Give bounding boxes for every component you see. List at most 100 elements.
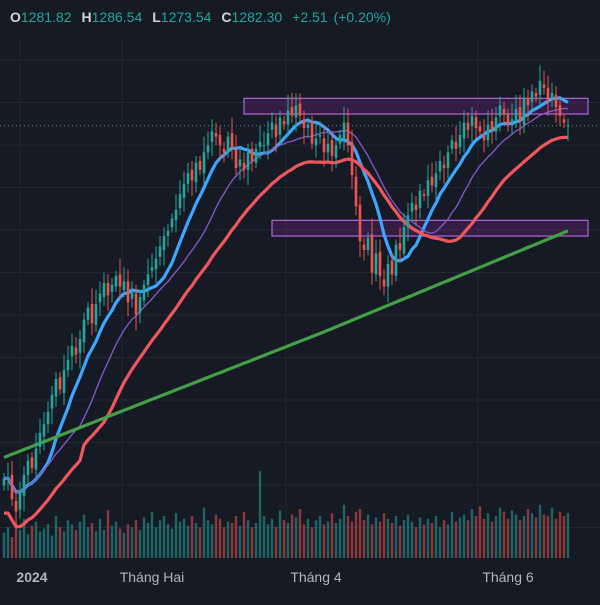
candle[interactable] xyxy=(538,65,542,108)
candle[interactable] xyxy=(338,129,342,149)
candle[interactable] xyxy=(158,236,162,266)
candle[interactable] xyxy=(182,171,186,212)
candle[interactable] xyxy=(558,98,562,127)
candle[interactable] xyxy=(86,302,90,325)
candle[interactable] xyxy=(378,239,382,291)
candle[interactable] xyxy=(234,134,238,176)
candle[interactable] xyxy=(154,246,158,284)
candle[interactable] xyxy=(142,279,146,306)
candle[interactable] xyxy=(118,258,122,299)
candle[interactable] xyxy=(382,269,386,296)
candle[interactable] xyxy=(318,121,322,144)
candle[interactable] xyxy=(114,270,118,292)
candle[interactable] xyxy=(354,166,358,216)
candle[interactable] xyxy=(26,453,30,486)
candle[interactable] xyxy=(438,150,442,181)
candle[interactable] xyxy=(474,110,478,139)
candle[interactable] xyxy=(206,131,210,160)
candle[interactable] xyxy=(334,138,338,169)
candle[interactable] xyxy=(166,223,170,247)
candle[interactable] xyxy=(110,277,114,303)
candle[interactable] xyxy=(238,147,242,181)
candle[interactable] xyxy=(534,87,538,102)
candle[interactable] xyxy=(246,143,250,186)
candle[interactable] xyxy=(370,218,374,285)
candle[interactable] xyxy=(214,122,218,146)
candle[interactable] xyxy=(134,284,138,331)
candle[interactable] xyxy=(510,103,514,135)
candle[interactable] xyxy=(202,136,206,186)
candle[interactable] xyxy=(98,281,102,317)
candle[interactable] xyxy=(482,119,486,153)
candle[interactable] xyxy=(146,258,150,298)
candle[interactable] xyxy=(278,110,282,146)
candle[interactable] xyxy=(326,133,330,162)
candle[interactable] xyxy=(218,126,222,162)
candle[interactable] xyxy=(406,202,410,242)
candle[interactable] xyxy=(306,117,310,139)
candle[interactable] xyxy=(254,143,258,169)
candle[interactable] xyxy=(526,89,530,121)
candle[interactable] xyxy=(74,337,78,364)
candle[interactable] xyxy=(418,183,422,219)
candle[interactable] xyxy=(402,213,406,261)
candle[interactable] xyxy=(310,115,314,149)
candle[interactable] xyxy=(162,227,166,266)
candle[interactable] xyxy=(94,290,98,332)
candle[interactable] xyxy=(274,115,278,153)
candle[interactable] xyxy=(250,141,254,172)
candle[interactable] xyxy=(394,239,398,282)
candle[interactable] xyxy=(442,155,446,184)
candle[interactable] xyxy=(34,432,38,482)
candle[interactable] xyxy=(290,93,294,123)
candle[interactable] xyxy=(70,333,74,371)
candle[interactable] xyxy=(230,117,234,160)
candle[interactable] xyxy=(130,281,134,308)
price-zone[interactable] xyxy=(243,97,589,115)
candle[interactable] xyxy=(138,290,142,324)
candle[interactable] xyxy=(410,192,414,221)
candle[interactable] xyxy=(190,161,194,196)
candle[interactable] xyxy=(514,94,518,128)
candle[interactable] xyxy=(386,255,390,303)
candle[interactable] xyxy=(10,460,14,507)
candle[interactable] xyxy=(170,213,174,233)
candle[interactable] xyxy=(450,134,454,155)
candle[interactable] xyxy=(294,93,298,132)
candle[interactable] xyxy=(542,70,546,95)
candle[interactable] xyxy=(554,86,558,123)
candle[interactable] xyxy=(374,239,378,282)
price-zone[interactable] xyxy=(271,219,589,237)
candle[interactable] xyxy=(82,312,86,353)
candle[interactable] xyxy=(50,385,54,425)
candle[interactable] xyxy=(242,152,246,179)
candle[interactable] xyxy=(222,141,226,163)
candle[interactable] xyxy=(458,121,462,155)
candle[interactable] xyxy=(426,164,430,209)
candle[interactable] xyxy=(430,162,434,193)
candle[interactable] xyxy=(22,466,26,512)
candle[interactable] xyxy=(330,131,334,172)
candle[interactable] xyxy=(14,488,18,526)
candle[interactable] xyxy=(502,101,506,125)
candle[interactable] xyxy=(422,188,426,202)
candle[interactable] xyxy=(546,75,550,116)
candle[interactable] xyxy=(102,272,106,306)
candle[interactable] xyxy=(434,161,438,202)
candle[interactable] xyxy=(90,288,94,336)
candle[interactable] xyxy=(298,93,302,125)
candle[interactable] xyxy=(122,267,126,298)
candle[interactable] xyxy=(78,330,82,369)
candle[interactable] xyxy=(266,121,270,160)
candle[interactable] xyxy=(66,345,70,378)
candle[interactable] xyxy=(2,473,6,491)
candle[interactable] xyxy=(342,107,346,151)
candle[interactable] xyxy=(198,155,202,176)
candle[interactable] xyxy=(226,131,230,158)
candle[interactable] xyxy=(314,122,318,158)
candle[interactable] xyxy=(194,155,198,193)
candle[interactable] xyxy=(530,84,534,113)
candle[interactable] xyxy=(322,126,326,167)
candle[interactable] xyxy=(46,401,50,433)
